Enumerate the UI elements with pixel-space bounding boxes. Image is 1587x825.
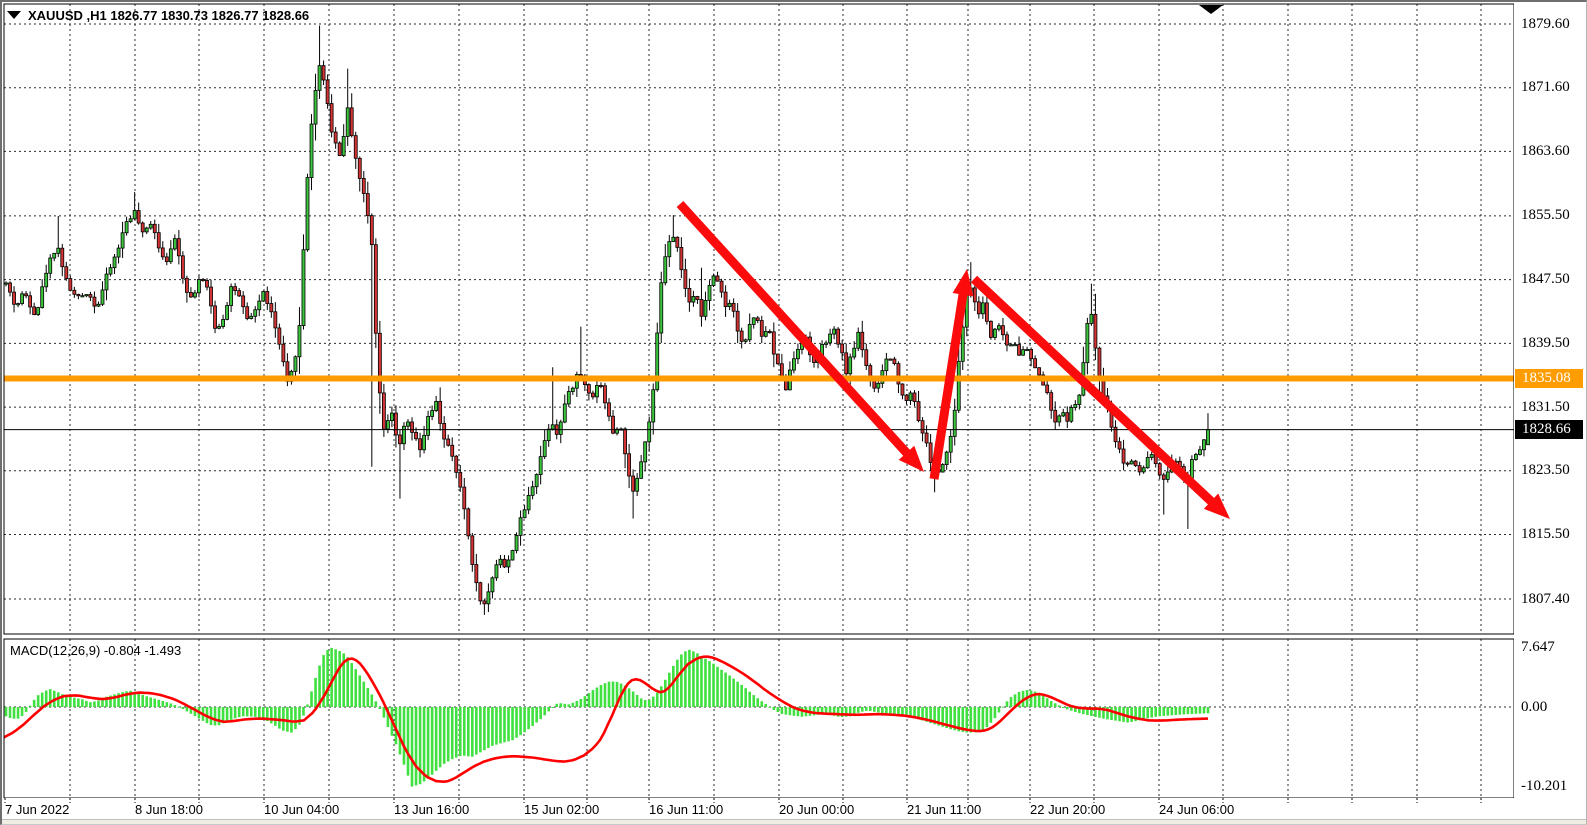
time-axis-label: 10 Jun 04:00 (264, 802, 340, 817)
macd-histogram (4, 647, 1210, 787)
time-axis-label: 15 Jun 02:00 (524, 802, 600, 817)
time-axis-label: 22 Jun 20:00 (1030, 802, 1106, 817)
macd-plot-border (3, 638, 1514, 798)
price-axis-label: 1839.50 (1521, 334, 1570, 351)
price-axis-label: 1863.60 (1521, 142, 1570, 159)
window-bottom-strip (2, 819, 1586, 824)
price-axis-label: 1823.50 (1521, 462, 1570, 479)
price-axis-label: 1831.50 (1521, 398, 1570, 415)
price-axis-label: 1815.50 (1521, 525, 1570, 542)
chart-title-ohlc: XAUUSD ,H1 1826.77 1830.73 1826.77 1828.… (28, 8, 310, 23)
price-axis-label: 1807.40 (1521, 590, 1570, 607)
time-axis-label: 13 Jun 16:00 (394, 802, 470, 817)
symbol-dropdown-triangle-icon[interactable] (7, 11, 21, 19)
macd-indicator-label: MACD(12,26,9) -0.804 -1.493 (10, 643, 182, 658)
macd-indicator-canvas[interactable] (2, 637, 1514, 798)
price-axis-label: 1871.60 (1521, 79, 1570, 96)
time-axis-label: 20 Jun 00:00 (779, 802, 855, 817)
time-axis-label: 24 Jun 06:00 (1159, 802, 1235, 817)
macd-axis-label: -10.201 (1521, 778, 1568, 795)
main-plot-border (3, 3, 1514, 635)
time-axis-label: 16 Jun 11:00 (649, 802, 724, 817)
main-gridlines (4, 4, 1514, 634)
macd-signal-line (3, 655, 1209, 784)
trend-arrows[interactable] (676, 200, 1230, 519)
macd-axis-label: 0.00 (1521, 698, 1548, 715)
time-axis-label: 21 Jun 11:00 (907, 802, 982, 817)
price-axis-gutter (1514, 2, 1586, 819)
candles (4, 25, 1210, 615)
macd-axis-label: 7.647 (1521, 638, 1555, 655)
price-axis-label: 1847.50 (1521, 271, 1570, 288)
main-chart-canvas[interactable] (2, 2, 1514, 637)
hline-price-badge: 1835.08 (1515, 369, 1583, 389)
latest-bar-marker-icon[interactable] (1199, 5, 1223, 14)
price-axis-label: 1879.60 (1521, 15, 1570, 32)
time-axis-label: 7 Jun 2022 (5, 802, 70, 817)
current-price-badge: 1828.66 (1515, 420, 1583, 440)
price-axis-label: 1855.50 (1521, 207, 1570, 224)
time-axis-ticks (4, 798, 1482, 803)
time-axis-label: 8 Jun 18:00 (135, 802, 203, 817)
